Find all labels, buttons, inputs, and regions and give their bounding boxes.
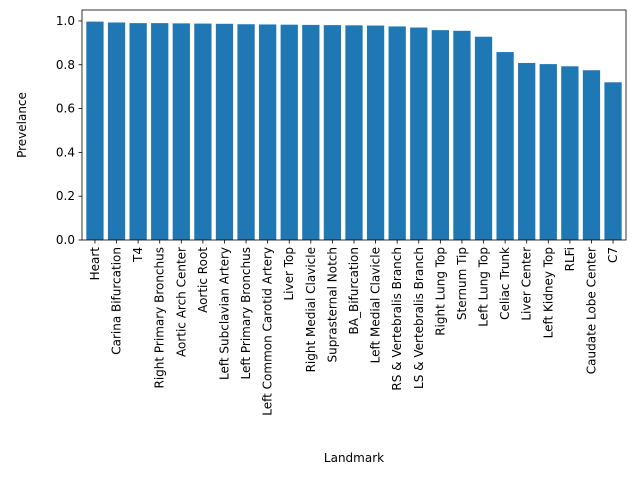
x-tick-label-23: Caudate Lobe Center [584,247,598,374]
bar-21 [539,64,557,240]
bar-10 [302,24,320,241]
bar-3 [151,23,169,241]
bar-23 [582,70,601,240]
x-tick-label-13: Left Medial Clavicle [369,247,383,363]
y-axis: 0.0 0.2 0.4 0.6 0.8 1.0 [56,14,82,247]
y-tick-label-4: 0.8 [56,58,75,72]
bar-22 [561,66,579,241]
x-tick-label-24: C7 [606,247,620,263]
x-axis-label: Landmark [324,451,384,465]
bar-2 [129,23,147,241]
x-tick-label-5: Aortic Root [196,247,210,313]
x-tick-label-17: Sternum Tip [455,247,469,320]
x-tick-label-18: Left Lung Top [477,247,491,327]
x-tick-label-8: Left Common Carotid Artery [261,247,275,416]
x-tick-label-2: T4 [131,247,145,263]
bars-group [86,21,622,241]
y-axis-label: Prevelance [15,92,29,158]
y-tick-label-2: 0.4 [56,145,75,159]
x-tick-label-3: Right Primary Bronchus [153,247,167,389]
x-tick-label-12: BA_Bifurcation [347,247,361,334]
x-tick-label-22: RLFi [563,247,577,271]
bar-14 [388,26,406,240]
bar-19 [496,52,514,240]
y-tick-label-1: 0.2 [56,189,75,203]
bar-6 [215,23,234,240]
bar-1 [107,22,126,240]
x-tick-label-9: Liver Top [282,247,296,301]
bar-4 [172,23,190,240]
bar-12 [345,25,363,241]
x-tick-label-0: Heart [88,247,102,281]
x-tick-label-16: Right Lung Top [433,247,447,336]
x-tick-label-7: Left Primary Bronchus [239,247,253,380]
bar-17 [453,30,471,240]
bar-0 [86,21,104,240]
bar-15 [410,27,428,241]
bar-24 [604,82,622,241]
y-tick-label-0: 0.0 [56,233,75,247]
x-tick-label-15: LS & Vertebralis Branch [412,247,426,389]
x-tick-label-21: Left Kidney Top [541,247,555,338]
bar-16 [431,30,449,241]
bar-11 [323,25,342,240]
x-tick-label-1: Carina Bifurcation [110,247,124,355]
bar-7 [237,24,255,240]
x-tick-label-20: Liver Center [520,247,534,321]
x-tick-label-4: Aortic Arch Center [174,247,188,357]
bar-18 [474,36,493,240]
y-tick-label-5: 1.0 [56,14,75,28]
x-tick-label-19: Celiac Trunk [498,247,512,320]
plot-frame [81,9,627,241]
x-tick-label-6: Left Subclavian Artery [217,247,231,380]
bar-5 [194,23,212,241]
bar-20 [518,63,536,241]
y-tick-label-3: 0.6 [56,102,75,116]
bar-9 [280,24,298,240]
x-tick-label-10: Right Medial Clavicle [304,247,318,372]
x-axis: Heart Carina Bifurcation T4 Right Primary B… [88,240,620,416]
x-tick-label-14: RS & Vertebralis Branch [390,247,404,391]
bar-13 [366,25,385,240]
bar-8 [259,24,277,241]
x-tick-label-11: Suprasternal Notch [325,247,339,363]
